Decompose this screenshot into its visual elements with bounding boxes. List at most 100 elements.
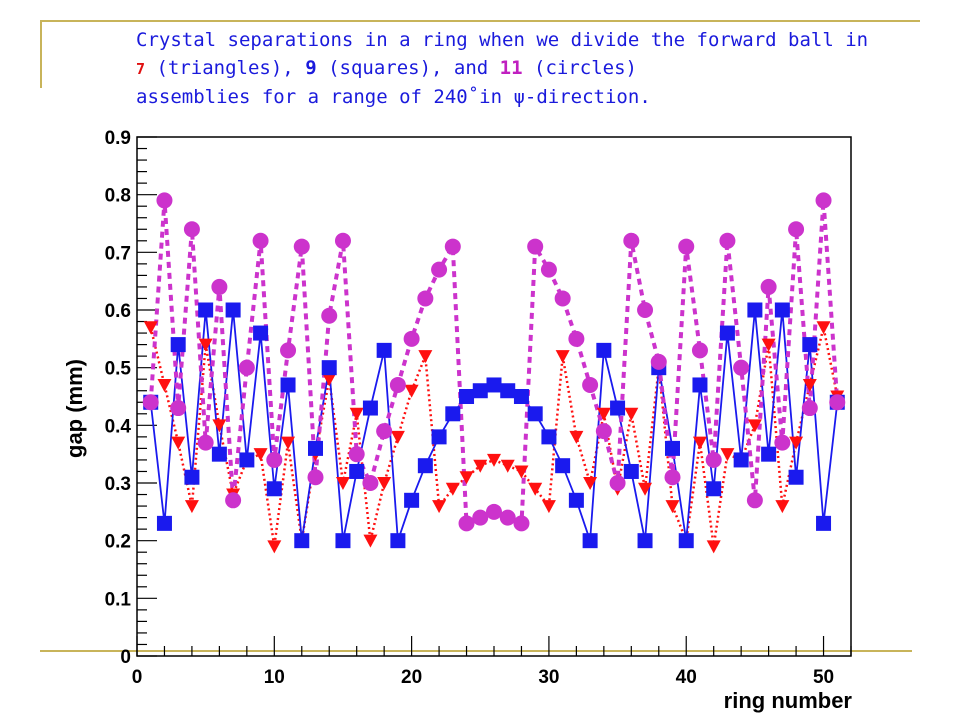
square-point — [527, 406, 543, 422]
frame-decoration-top — [40, 20, 920, 22]
title-text-triangles: (triangles), — [145, 57, 306, 79]
triangle-point — [445, 482, 460, 496]
y-tick-label: 0.4 — [105, 416, 132, 437]
square-point — [541, 429, 557, 445]
title-line-1: Crystal separations in a ring when we di… — [136, 29, 869, 51]
circle-point — [417, 290, 434, 307]
square-point — [156, 515, 172, 531]
circle-point — [637, 302, 654, 318]
square-point — [582, 533, 598, 549]
square-point — [294, 533, 310, 549]
circle-point — [431, 261, 448, 278]
series-layer — [142, 192, 846, 554]
circle-point — [829, 394, 846, 411]
square-point — [623, 463, 639, 479]
triangle-point — [322, 373, 337, 387]
circle-point — [801, 400, 818, 417]
circle-point — [719, 232, 736, 249]
square-point — [211, 446, 227, 462]
triangle-point — [802, 378, 817, 392]
triangle-point — [335, 477, 350, 490]
y-tick-label: 0.6 — [105, 301, 131, 322]
y-tick-label: 0.2 — [105, 532, 131, 553]
x-tick-label: 20 — [401, 667, 422, 688]
circle-point — [609, 475, 626, 491]
triangle-point — [281, 436, 296, 450]
square-point — [376, 342, 392, 358]
title-line-3: assemblies for a range of 240˚in ψ-direc… — [136, 86, 651, 108]
triangle-point — [638, 482, 653, 496]
square-point — [472, 383, 488, 399]
circle-point — [733, 359, 750, 376]
square-point — [253, 325, 269, 341]
circle-point — [334, 232, 351, 249]
circle-point — [774, 434, 791, 451]
circle-point — [142, 394, 159, 411]
circle-point — [815, 192, 832, 209]
triangle-point — [775, 500, 790, 514]
y-tick-label: 0 — [120, 647, 131, 668]
circle-point — [458, 515, 475, 532]
triangle-point — [267, 540, 282, 554]
circle-point — [170, 400, 187, 417]
triangle-point — [624, 407, 639, 421]
circle-point — [211, 278, 228, 295]
square-point — [349, 463, 365, 479]
square-point — [747, 302, 763, 318]
square-point — [459, 389, 475, 404]
square-point — [239, 452, 255, 468]
x-axis-title: ring number — [724, 688, 853, 713]
x-tick-label: 30 — [538, 667, 559, 688]
circle-point — [705, 451, 722, 468]
square-point — [513, 389, 529, 404]
circle-series-line — [148, 200, 840, 527]
square-point — [706, 481, 722, 497]
title-line-2: 7 (triangles), 9 (squares), and 11 (circ… — [136, 54, 936, 83]
square-point — [568, 492, 584, 508]
square-point — [198, 302, 214, 318]
slide-title: Crystal separations in a ring when we di… — [136, 26, 936, 111]
circle-point — [472, 509, 489, 526]
circle-point — [582, 376, 599, 393]
triangle-point — [184, 500, 199, 514]
circle-point — [760, 278, 777, 295]
square-point — [225, 302, 241, 318]
x-tick-label: 10 — [264, 667, 285, 688]
circle-point — [568, 330, 585, 347]
square-point — [555, 458, 571, 474]
triangle-point — [349, 407, 364, 421]
title-number-9: 9 — [305, 57, 317, 79]
square-point — [788, 469, 804, 485]
title-text-circles: (circles) — [522, 57, 637, 79]
square-point — [170, 337, 186, 353]
triangle-point — [377, 477, 392, 490]
frame-decoration-vertical — [40, 20, 42, 88]
square-point — [362, 400, 378, 416]
triangle-point — [706, 540, 721, 554]
triangle-point — [514, 465, 529, 479]
circle-point — [691, 342, 708, 359]
frame-decoration-bottom — [40, 650, 912, 652]
triangle-point — [816, 321, 831, 335]
square-point — [445, 406, 461, 422]
y-tick-label: 0.7 — [105, 243, 131, 264]
title-text-squares: (squares), and — [316, 57, 500, 79]
square-point — [665, 440, 680, 456]
triangle-point — [171, 436, 186, 450]
circle-point — [252, 232, 269, 249]
triangle-point — [487, 453, 501, 467]
square-point — [596, 342, 612, 358]
circle-point — [225, 492, 242, 509]
circle-point — [307, 469, 324, 486]
triangle-point — [253, 448, 268, 462]
square-point — [761, 446, 777, 462]
square-point — [417, 458, 433, 474]
square-point — [610, 400, 626, 416]
circle-point — [540, 261, 557, 278]
square-point — [308, 440, 323, 456]
triangle-point — [569, 430, 584, 444]
triangle-point — [363, 534, 378, 548]
circle-point — [280, 342, 297, 359]
y-tick-label: 0.5 — [105, 359, 132, 380]
